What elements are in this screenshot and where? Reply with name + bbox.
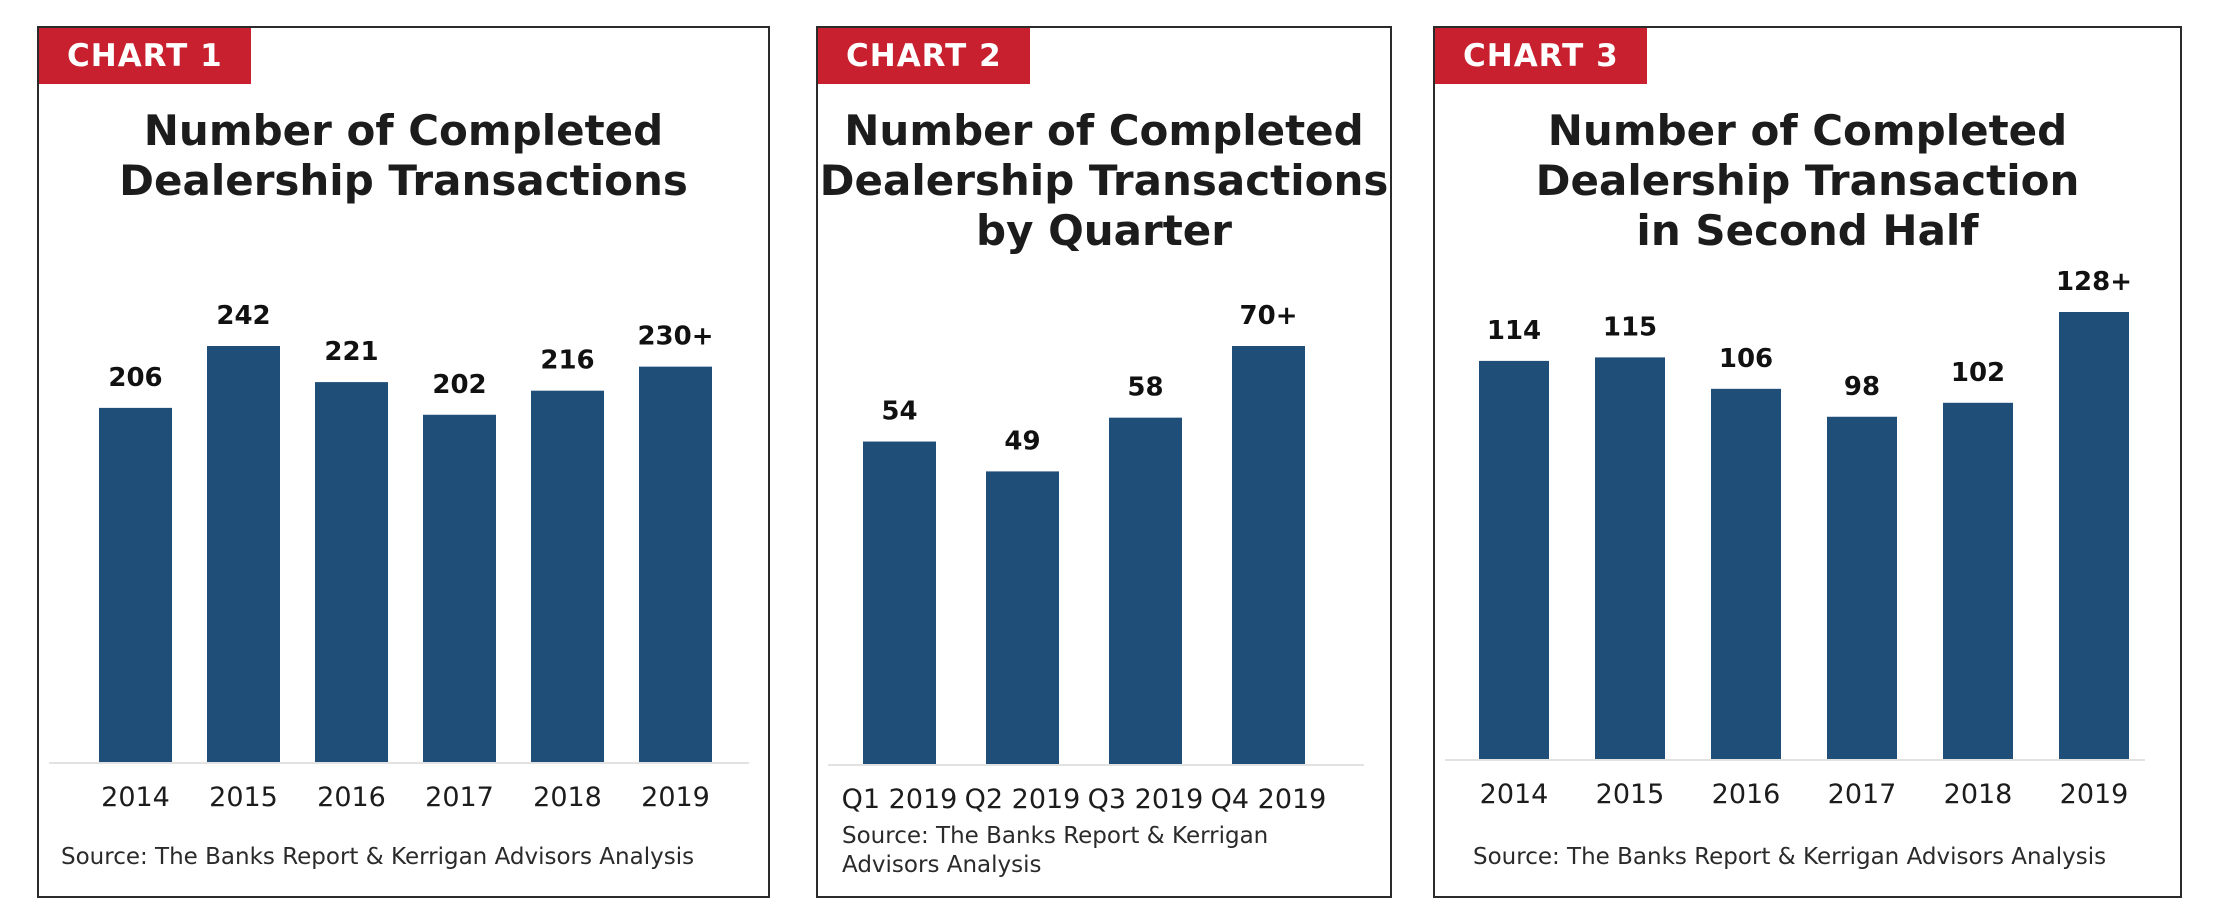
x-tick-label: Q3 2019 bbox=[1088, 784, 1204, 815]
chart-1-title-line-1: Number of Completed bbox=[143, 106, 664, 155]
x-tick-label: 2014 bbox=[101, 782, 170, 813]
chart-3-plot: 114 2014 115 2015 106 2016 98 2017 102 2018 128+ 20… bbox=[1445, 267, 2145, 810]
bar bbox=[1232, 346, 1305, 764]
chart-3-badge: CHART 3 bbox=[1435, 28, 1647, 84]
data-label: 54 bbox=[881, 397, 917, 427]
x-tick-label: 2018 bbox=[533, 782, 602, 813]
data-label: 58 bbox=[1127, 373, 1163, 403]
bar bbox=[423, 414, 496, 762]
bar bbox=[1711, 388, 1781, 759]
bar bbox=[1479, 360, 1549, 759]
x-tick-label: 2019 bbox=[641, 782, 710, 813]
data-label: 242 bbox=[216, 301, 270, 331]
data-label: 216 bbox=[540, 346, 594, 376]
chart-2-title-line-3: by Quarter bbox=[976, 206, 1232, 255]
x-tick-label: 2016 bbox=[317, 782, 386, 813]
chart-1-title: Number of Completed Dealership Transacti… bbox=[39, 106, 768, 206]
chart-1-source: Source: The Banks Report & Kerrigan Advi… bbox=[61, 844, 695, 870]
x-tick-label: 2015 bbox=[1596, 779, 1665, 810]
bar bbox=[1943, 402, 2013, 759]
x-tick-label: 2017 bbox=[425, 782, 494, 813]
bar bbox=[315, 382, 388, 762]
bar bbox=[986, 471, 1059, 764]
data-label: 98 bbox=[1844, 372, 1880, 402]
bar bbox=[863, 441, 936, 764]
chart-3-title-line-3: in Second Half bbox=[1636, 206, 1979, 255]
x-tick-label: Q1 2019 bbox=[842, 784, 958, 815]
bar bbox=[1827, 416, 1897, 759]
bar bbox=[1109, 417, 1182, 764]
x-tick-label: Q2 2019 bbox=[965, 784, 1081, 815]
chart-2-plot: 54 Q1 2019 49 Q2 2019 58 Q3 2019 70+ Q4 2019 bbox=[828, 301, 1364, 815]
data-label: 114 bbox=[1487, 316, 1541, 346]
chart-3-source: Source: The Banks Report & Kerrigan Advi… bbox=[1473, 844, 2107, 870]
chart-1-panel: CHART 1 Number of Completed Dealership T… bbox=[37, 26, 770, 898]
chart-3-title-line-2: Dealership Transaction bbox=[1535, 156, 2080, 205]
chart-1-plot: 206 2014 242 2015 221 2016 202 2017 216 2018 230+ 2… bbox=[49, 301, 749, 813]
bar bbox=[207, 346, 280, 762]
chart-2-panel: CHART 2 Number of Completed Dealership T… bbox=[816, 26, 1392, 898]
data-label: 102 bbox=[1951, 358, 2005, 388]
x-tick-label: 2019 bbox=[2060, 779, 2129, 810]
data-label: 230+ bbox=[637, 322, 713, 352]
x-tick-label: 2016 bbox=[1712, 779, 1781, 810]
chart-2-title-line-2: Dealership Transactions bbox=[819, 156, 1389, 205]
data-label: 106 bbox=[1719, 344, 1773, 374]
chart-1-title-line-2: Dealership Transactions bbox=[119, 156, 688, 205]
data-label: 221 bbox=[324, 337, 378, 367]
data-label: 202 bbox=[432, 370, 486, 400]
bar bbox=[1595, 357, 1665, 759]
chart-2-badge: CHART 2 bbox=[818, 28, 1030, 84]
data-label: 115 bbox=[1603, 312, 1657, 342]
data-label: 206 bbox=[108, 363, 162, 393]
x-tick-label: 2014 bbox=[1480, 779, 1549, 810]
x-tick-label: 2018 bbox=[1944, 779, 2013, 810]
x-tick-label: 2015 bbox=[209, 782, 278, 813]
chart-3-panel: CHART 3 Number of Completed Dealership T… bbox=[1433, 26, 2182, 898]
chart-3-title: Number of Completed Dealership Transacti… bbox=[1435, 106, 2180, 256]
chart-2-source: Source: The Banks Report & Kerrigan Advi… bbox=[842, 823, 1269, 878]
chart-1-badge: CHART 1 bbox=[39, 28, 251, 84]
data-label: 70+ bbox=[1240, 301, 1298, 331]
chart-2-title: Number of Completed Dealership Transacti… bbox=[818, 106, 1390, 256]
bar bbox=[531, 390, 604, 762]
bar bbox=[639, 366, 712, 762]
data-label: 128+ bbox=[2056, 267, 2132, 297]
x-tick-label: Q4 2019 bbox=[1211, 784, 1327, 815]
x-tick-label: 2017 bbox=[1828, 779, 1897, 810]
chart-3-title-line-1: Number of Completed bbox=[1547, 106, 2068, 155]
chart-2-title-line-1: Number of Completed bbox=[844, 106, 1364, 155]
bar bbox=[99, 407, 172, 762]
data-label: 49 bbox=[1004, 426, 1040, 456]
bar bbox=[2059, 312, 2129, 759]
